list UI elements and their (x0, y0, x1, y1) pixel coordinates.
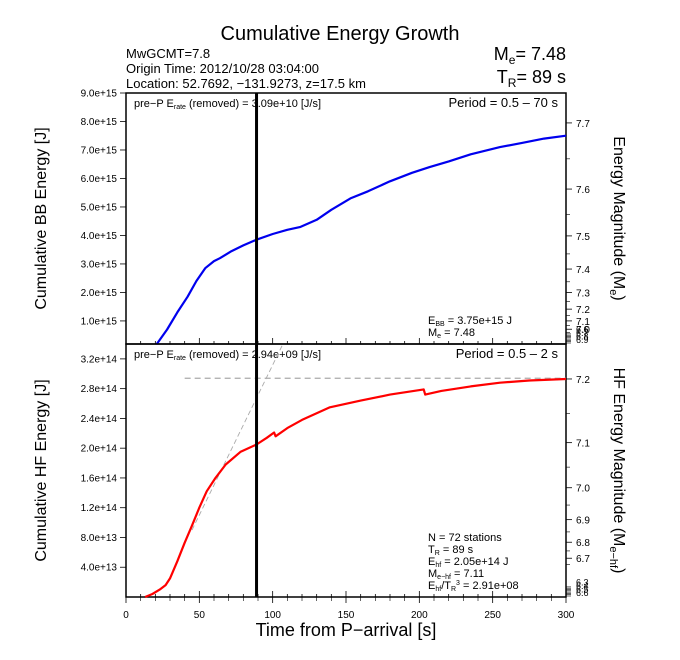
right-cluster-label: 6.9 (576, 335, 589, 345)
header-location: Location: 52.7692, −131.9273, z=17.5 km (126, 76, 366, 91)
header-mw: MwGCMT=7.8 (126, 46, 210, 61)
right-tick-label: 7.4 (576, 265, 590, 276)
right-tick-label: 7.3 (576, 289, 590, 300)
right-axis-label: HF Energy Magnitude (Me−hf) (607, 368, 627, 574)
plot-frame (125, 92, 567, 345)
y-tick-label: 9.0e+15 (81, 89, 118, 100)
annotation-text: Me = 7.48 (428, 327, 475, 340)
preP-rate-label: pre−P Erate (removed) = 2.94e+09 [J/s] (134, 349, 321, 362)
right-tick-label: 7.6 (576, 185, 590, 196)
header-me: Me= 7.48 (494, 44, 566, 67)
header-origin-time: Origin Time: 2012/10/28 03:04:00 (126, 61, 319, 76)
right-axis-label: Energy Magnitude (Me) (607, 136, 627, 300)
right-cluster-label: 6.5 (576, 585, 589, 595)
x-tick-label: 100 (264, 610, 281, 621)
right-tick-label: 7.7 (576, 119, 590, 130)
right-tick-label: 6.8 (576, 538, 590, 549)
right-cluster-label: 6.6 (576, 325, 589, 335)
right-cluster-label: 6.6 (576, 588, 589, 598)
y-tick-label: 4.0e+13 (81, 563, 118, 574)
right-tick-label: 7.2 (576, 375, 590, 386)
series-line-bb-energy (155, 134, 567, 345)
y-tick-label: 7.0e+15 (81, 145, 118, 156)
x-tick-label: 150 (338, 610, 355, 621)
y-tick-label: 5.0e+15 (81, 202, 118, 213)
x-tick-label: 250 (484, 610, 501, 621)
y-axis-label: Cumulative BB Energy [J] (33, 127, 50, 309)
y-tick-label: 2.0e+14 (81, 444, 118, 455)
annotation-text: TR = 89 s (428, 544, 474, 557)
y-tick-label: 8.0e+13 (81, 533, 118, 544)
right-cluster-label: 6.4 (576, 581, 589, 591)
right-tick-label: 7.0 (576, 325, 590, 336)
y-tick-label: 3.0e+15 (81, 259, 118, 270)
y-tick-label: 2.4e+14 (81, 414, 118, 425)
right-tick-label: 7.1 (576, 317, 590, 328)
x-axis: 0 50 100 150 200 250 300 (123, 597, 575, 621)
series-line-hf-energy (144, 377, 567, 599)
x-tick-label: 200 (411, 610, 428, 621)
y-tick-label: 6.0e+15 (81, 174, 118, 185)
annotation-text: Ehf/TR3 = 2.91e+08 (428, 580, 519, 593)
right-tick-label: 7.2 (576, 305, 590, 316)
panel-broadband: 1.0e+15 2.0e+15 3.0e+15 4.0e+15 5.0e+15 6.0e+… (33, 89, 627, 346)
right-tick-label: 7.1 (576, 439, 590, 450)
panel-high-frequency: 4.0e+13 8.0e+13 1.2e+14 1.6e+14 2.0e+14 2.4e+… (33, 343, 627, 599)
right-tick-label: 6.7 (576, 554, 590, 565)
y-axis-label: Cumulative HF Energy [J] (33, 379, 50, 561)
y-tick-label: 2.0e+15 (81, 288, 118, 299)
right-cluster-label: 6.8 (576, 332, 589, 342)
y-tick-label: 1.6e+14 (81, 473, 118, 484)
right-tick-label: 6.9 (576, 516, 590, 527)
preP-rate-label: pre−P Erate (removed) = 3.09e+10 [J/s] (134, 98, 321, 111)
y-tick-label: 1.0e+15 (81, 316, 118, 327)
y-tick-label: 3.2e+14 (81, 354, 118, 365)
annotation-text: Me−hf = 7.11 (428, 568, 484, 581)
x-tick-label: 0 (123, 610, 129, 621)
period-label: Period = 0.5 – 2 s (456, 346, 559, 361)
chart-title: Cumulative Energy Growth (221, 23, 460, 45)
right-cluster-label: 6.7 (576, 328, 589, 338)
y-tick-label: 8.0e+15 (81, 117, 118, 128)
annotation-text: N = 72 stations (428, 532, 502, 544)
period-label: Period = 0.5 – 70 s (449, 95, 559, 110)
y-tick-label: 1.2e+14 (81, 503, 118, 514)
header-tr: TR= 89 s (497, 67, 566, 90)
x-tick-label: 50 (194, 610, 206, 621)
y-tick-label: 2.8e+14 (81, 384, 118, 395)
annotation-text: Ehf = 2.05e+14 J (428, 556, 508, 569)
right-tick-label: 7.0 (576, 484, 590, 495)
x-tick-label: 300 (558, 610, 575, 621)
slope-dashed-line (191, 343, 284, 531)
y-tick-label: 4.0e+15 (81, 231, 118, 242)
right-cluster-label: 6.3 (576, 578, 589, 588)
annotation-text: EBB = 3.75e+15 J (428, 315, 512, 328)
x-axis-label: Time from P−arrival [s] (256, 620, 437, 640)
right-tick-label: 7.5 (576, 232, 590, 243)
